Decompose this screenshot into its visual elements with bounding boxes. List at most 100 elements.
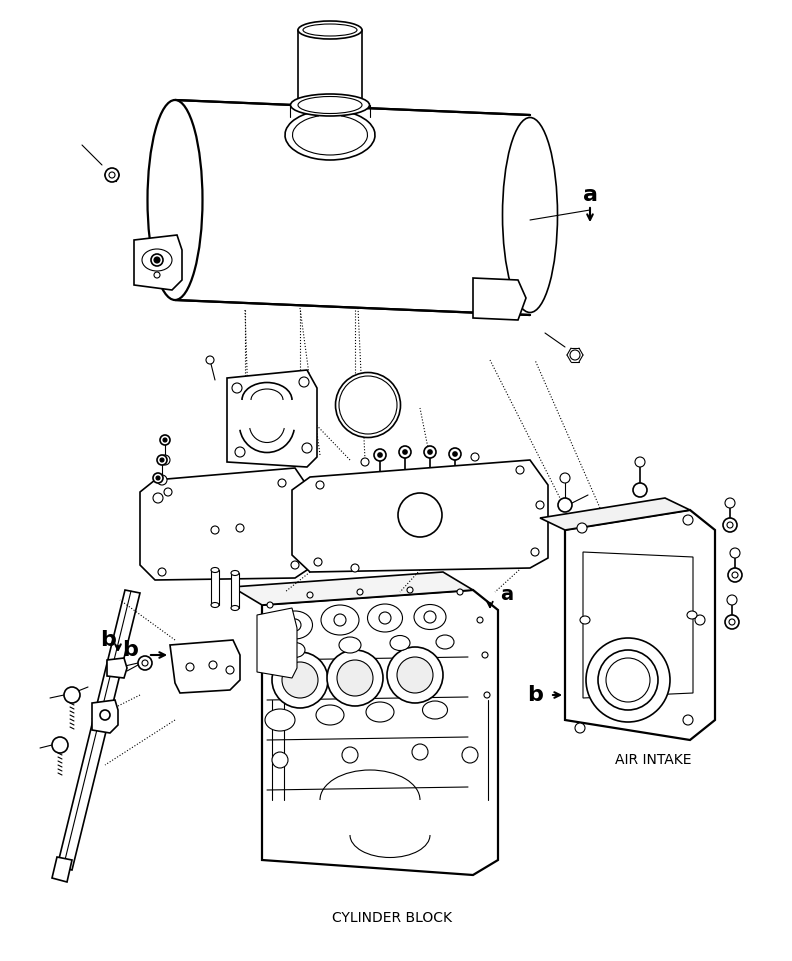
Circle shape <box>272 652 328 708</box>
Circle shape <box>357 589 363 595</box>
Circle shape <box>142 660 148 666</box>
Circle shape <box>206 356 214 364</box>
Circle shape <box>477 617 483 623</box>
Circle shape <box>586 638 670 722</box>
Circle shape <box>158 568 166 576</box>
Circle shape <box>164 488 172 496</box>
Circle shape <box>397 657 433 693</box>
Circle shape <box>457 589 463 595</box>
Ellipse shape <box>336 373 401 437</box>
Circle shape <box>153 493 163 503</box>
Polygon shape <box>583 552 693 698</box>
Ellipse shape <box>321 605 359 635</box>
Circle shape <box>729 619 735 625</box>
Circle shape <box>695 615 705 625</box>
Circle shape <box>424 611 436 623</box>
Circle shape <box>577 523 587 533</box>
Circle shape <box>570 350 580 360</box>
Ellipse shape <box>298 21 362 39</box>
Circle shape <box>337 660 373 696</box>
Ellipse shape <box>147 100 203 300</box>
Circle shape <box>484 692 490 698</box>
Polygon shape <box>211 570 219 605</box>
Text: a: a <box>501 585 513 604</box>
Circle shape <box>100 710 110 720</box>
Circle shape <box>272 752 288 768</box>
Circle shape <box>407 587 413 593</box>
Text: b: b <box>122 640 138 660</box>
Circle shape <box>153 473 163 483</box>
Circle shape <box>209 661 217 669</box>
Polygon shape <box>57 590 140 870</box>
Polygon shape <box>107 658 127 678</box>
Polygon shape <box>231 573 239 608</box>
Polygon shape <box>257 608 297 678</box>
Polygon shape <box>140 468 310 580</box>
Polygon shape <box>134 235 182 290</box>
Text: b: b <box>527 685 543 705</box>
Circle shape <box>302 443 312 453</box>
Circle shape <box>278 479 286 487</box>
Ellipse shape <box>303 24 357 36</box>
Ellipse shape <box>277 611 313 639</box>
Circle shape <box>449 448 461 460</box>
Ellipse shape <box>265 709 295 731</box>
Ellipse shape <box>291 94 370 116</box>
Circle shape <box>575 723 585 733</box>
Circle shape <box>482 652 488 658</box>
Circle shape <box>683 715 693 725</box>
Circle shape <box>154 272 160 278</box>
Circle shape <box>52 737 68 753</box>
Circle shape <box>633 483 647 497</box>
Circle shape <box>412 744 428 760</box>
Circle shape <box>156 476 160 480</box>
Circle shape <box>160 458 164 462</box>
Ellipse shape <box>298 96 362 113</box>
Circle shape <box>387 647 443 703</box>
Ellipse shape <box>339 376 397 434</box>
Circle shape <box>558 498 572 512</box>
Circle shape <box>109 172 115 178</box>
Circle shape <box>160 435 170 445</box>
Circle shape <box>342 747 358 763</box>
Circle shape <box>154 257 160 263</box>
Circle shape <box>403 450 407 454</box>
Polygon shape <box>473 278 526 320</box>
Circle shape <box>361 458 369 466</box>
Ellipse shape <box>390 635 410 651</box>
Circle shape <box>471 453 479 461</box>
Ellipse shape <box>422 701 447 719</box>
Circle shape <box>531 548 539 556</box>
Circle shape <box>727 522 733 528</box>
Circle shape <box>236 524 244 532</box>
Circle shape <box>378 453 382 457</box>
Polygon shape <box>565 510 715 740</box>
Circle shape <box>732 572 738 578</box>
Circle shape <box>235 447 245 457</box>
Circle shape <box>226 666 234 674</box>
Ellipse shape <box>211 568 219 573</box>
Circle shape <box>683 515 693 525</box>
Circle shape <box>424 446 436 458</box>
Circle shape <box>351 564 359 572</box>
Circle shape <box>462 747 478 763</box>
Ellipse shape <box>142 249 172 271</box>
Circle shape <box>138 656 152 670</box>
Ellipse shape <box>580 616 590 624</box>
Circle shape <box>151 254 163 266</box>
Circle shape <box>157 455 167 465</box>
Ellipse shape <box>211 603 219 607</box>
Circle shape <box>727 595 737 605</box>
Circle shape <box>536 501 544 509</box>
Ellipse shape <box>231 571 239 576</box>
Circle shape <box>598 650 658 710</box>
Circle shape <box>725 615 739 629</box>
Ellipse shape <box>339 637 361 653</box>
Circle shape <box>374 449 386 461</box>
Circle shape <box>269 642 275 648</box>
Circle shape <box>307 592 313 598</box>
Polygon shape <box>92 700 118 733</box>
Circle shape <box>64 687 80 703</box>
Circle shape <box>282 662 318 698</box>
Ellipse shape <box>343 380 393 430</box>
